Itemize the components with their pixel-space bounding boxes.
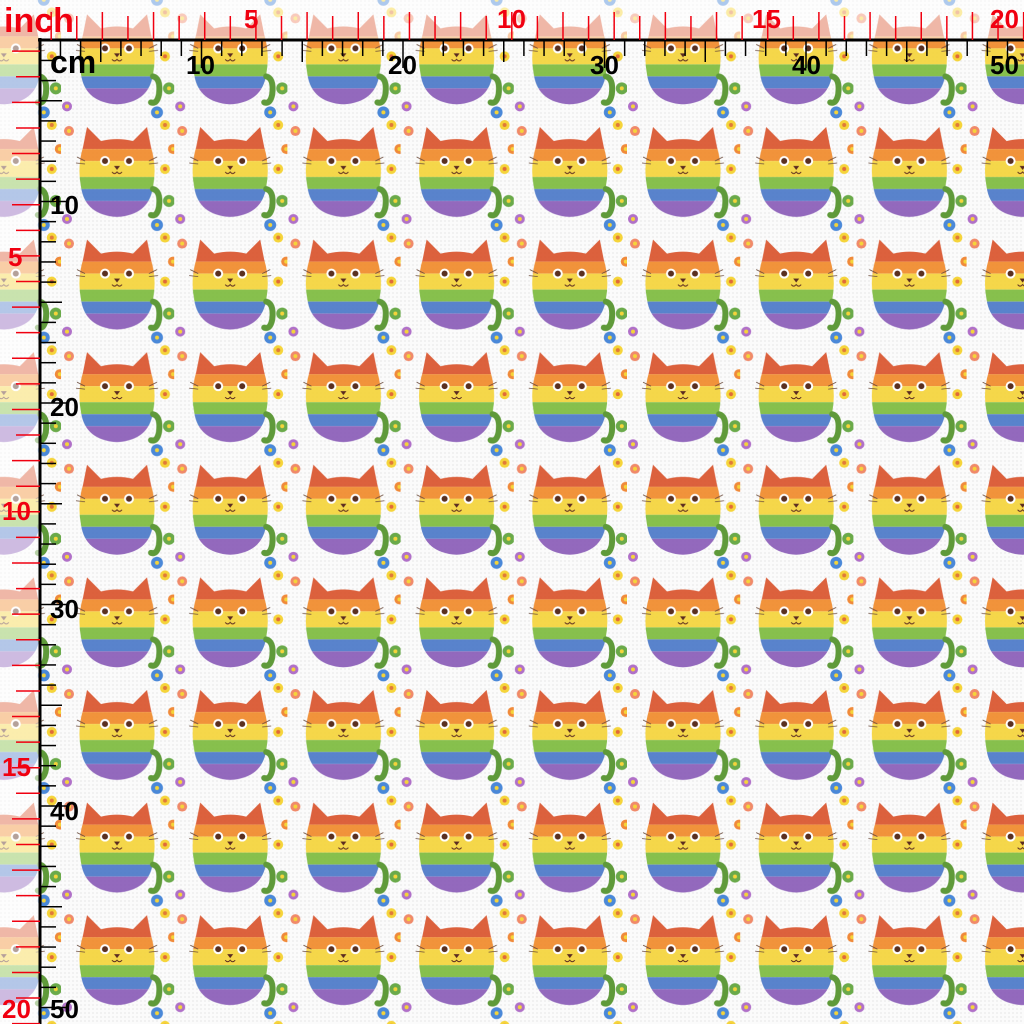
left-inch-label: 10 — [2, 496, 31, 526]
top-inch-label: 15 — [752, 4, 781, 34]
top-cm-label: 10 — [186, 50, 215, 80]
top-inch-label: 10 — [497, 4, 526, 34]
left-cm-label: 20 — [50, 392, 79, 422]
left-cm-label: 40 — [50, 796, 79, 826]
cm-unit-label: cm — [50, 44, 97, 80]
top-inch-label: 20 — [990, 4, 1019, 34]
left-inch-label: 5 — [8, 242, 23, 272]
inch-unit-label: inch — [4, 2, 74, 40]
left-cm-label: 10 — [50, 190, 79, 220]
top-cm-label: 30 — [590, 50, 619, 80]
top-cm-label: 40 — [792, 50, 821, 80]
left-inch-label: 20 — [2, 994, 31, 1024]
top-cm-label: 20 — [388, 50, 417, 80]
top-inch-label: 5 — [244, 4, 259, 34]
top-cm-label: 50 — [990, 50, 1019, 80]
left-cm-label: 50 — [50, 994, 79, 1024]
left-cm-label: 30 — [50, 594, 79, 624]
left-inch-label: 15 — [2, 752, 31, 782]
